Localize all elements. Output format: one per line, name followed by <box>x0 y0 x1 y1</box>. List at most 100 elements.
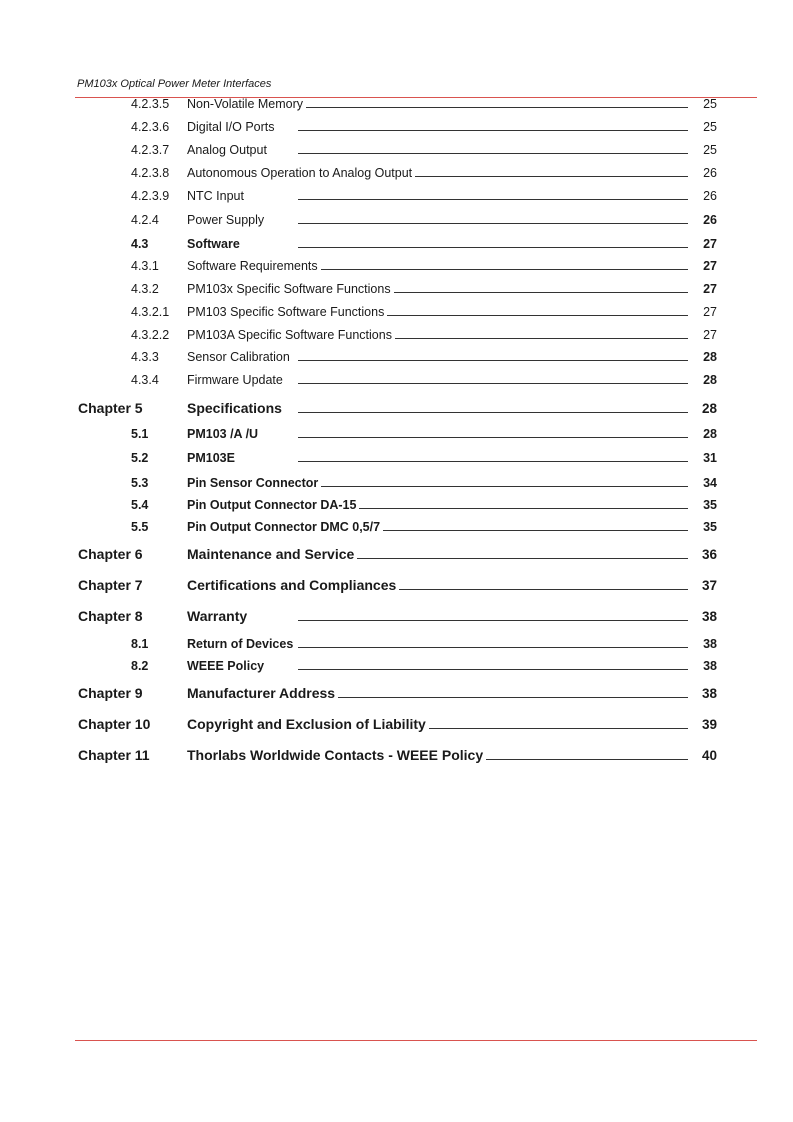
toc-entry-page[interactable]: 28 <box>703 350 717 364</box>
toc-entry-page[interactable]: 38 <box>701 686 717 701</box>
leader-line <box>357 558 688 559</box>
toc-entry-page[interactable]: 35 <box>703 498 717 512</box>
toc-entry[interactable]: 5.3 Pin Sensor Connector 34 <box>0 474 793 492</box>
leader-line <box>298 461 688 462</box>
toc-entry-page[interactable]: 38 <box>703 637 717 651</box>
toc-entry[interactable]: 4.2.3.5 Non-Volatile Memory 25 <box>0 95 793 113</box>
toc-entry-body: PM103x Specific Software Functions <box>187 282 688 296</box>
toc-entry-title[interactable]: Firmware Update <box>187 373 283 387</box>
toc-entry-title[interactable]: Thorlabs Worldwide Contacts - WEEE Polic… <box>187 747 484 763</box>
leader-line <box>428 728 688 729</box>
toc-entry[interactable]: 4.3.2.2 PM103A Specific Software Functio… <box>0 326 793 344</box>
toc-entry-page[interactable]: 38 <box>701 609 717 624</box>
toc-entry-title[interactable]: Pin Output Connector DMC 0,5/7 <box>187 520 381 534</box>
toc-entry-page[interactable]: 28 <box>703 427 717 441</box>
toc-entry-title[interactable]: Copyright and Exclusion of Liability <box>187 716 426 732</box>
toc-entry[interactable]: 4.3.2.1 PM103 Specific Software Function… <box>0 303 793 321</box>
toc-entry[interactable]: 4.2.3.8 Autonomous Operation to Analog O… <box>0 164 793 182</box>
toc-entry-page[interactable]: 28 <box>703 373 717 387</box>
toc-entry[interactable]: 5.5 Pin Output Connector DMC 0,5/7 35 <box>0 518 793 536</box>
toc-entry-title[interactable]: PM103A Specific Software Functions <box>187 328 392 342</box>
toc-entry-page[interactable]: 27 <box>703 305 717 319</box>
toc-entry-page[interactable]: 31 <box>703 451 717 465</box>
toc-entry-title[interactable]: Pin Sensor Connector <box>187 476 319 490</box>
toc-entry-title[interactable]: Certifications and Compliances <box>187 577 397 593</box>
toc-entry-page[interactable]: 25 <box>703 97 717 111</box>
toc-entry-title[interactable]: PM103 /A /U <box>187 427 259 441</box>
toc-entry-page[interactable]: 37 <box>701 578 717 593</box>
toc-entry-page[interactable]: 38 <box>703 659 717 673</box>
toc-entry-title[interactable]: Return of Devices <box>187 637 294 651</box>
toc-entry[interactable]: 4.2.3.9 NTC Input 26 <box>0 187 793 205</box>
toc-entry-page[interactable]: 28 <box>701 401 717 416</box>
toc-entry[interactable]: 8.1 Return of Devices 38 <box>0 635 793 653</box>
toc-entry[interactable]: 5.1 PM103 /A /U 28 <box>0 425 793 443</box>
toc-entry-title[interactable]: Warranty <box>187 608 248 624</box>
toc-entry-body: Pin Output Connector DMC 0,5/7 <box>187 520 688 534</box>
toc-entry[interactable]: 5.2 PM103E 31 <box>0 449 793 467</box>
toc-entry-body: Power Supply <box>187 213 688 227</box>
toc-entry-title[interactable]: Digital I/O Ports <box>187 120 275 134</box>
toc-entry[interactable]: 4.3 Software 27 <box>0 235 793 253</box>
toc-entry-page[interactable]: 27 <box>703 328 717 342</box>
toc-entry-title[interactable]: Analog Output <box>187 143 267 157</box>
toc-entry[interactable]: Chapter 6 Maintenance and Service 36 <box>0 546 793 564</box>
toc-entry[interactable]: 5.4 Pin Output Connector DA-15 35 <box>0 496 793 514</box>
toc-entry-title[interactable]: PM103E <box>187 451 235 465</box>
leader-line <box>320 269 688 270</box>
toc-entry-title[interactable]: Pin Output Connector DA-15 <box>187 498 357 512</box>
toc-entry-title[interactable]: Software Requirements <box>187 259 318 273</box>
toc-entry-title[interactable]: Autonomous Operation to Analog Output <box>187 166 413 180</box>
toc-entry[interactable]: 4.3.3 Sensor Calibration 28 <box>0 348 793 366</box>
toc-entry[interactable]: Chapter 5 Specifications 28 <box>0 400 793 418</box>
toc-entry-number: 5.4 <box>131 498 149 512</box>
toc-entry[interactable]: 8.2 WEEE Policy 38 <box>0 657 793 675</box>
toc-entry-title[interactable]: Specifications <box>187 400 282 416</box>
toc-entry[interactable]: 4.2.4 Power Supply 26 <box>0 211 793 229</box>
toc-entry-body: Non-Volatile Memory <box>187 97 688 111</box>
toc-entry-page[interactable]: 25 <box>703 143 717 157</box>
toc-entry[interactable]: Chapter 10 Copyright and Exclusion of Li… <box>0 716 793 734</box>
toc-entry-body: Autonomous Operation to Analog Output <box>187 166 688 180</box>
toc-entry[interactable]: Chapter 7 Certifications and Compliances… <box>0 577 793 595</box>
toc-entry-title[interactable]: NTC Input <box>187 189 244 203</box>
toc-entry-page[interactable]: 40 <box>701 748 717 763</box>
toc-entry-number: 4.3.2 <box>131 282 159 296</box>
toc-entry-page[interactable]: 39 <box>701 717 717 732</box>
toc-entry-page[interactable]: 27 <box>703 282 717 296</box>
toc-entry-title[interactable]: Manufacturer Address <box>187 685 336 701</box>
toc-entry[interactable]: 4.2.3.7 Analog Output 25 <box>0 141 793 159</box>
toc-entry[interactable]: Chapter 8 Warranty 38 <box>0 608 793 626</box>
toc-entry[interactable]: 4.3.2 PM103x Specific Software Functions… <box>0 280 793 298</box>
toc-entry-title[interactable]: Maintenance and Service <box>187 546 355 562</box>
toc-entry-page[interactable]: 34 <box>703 476 717 490</box>
toc-entry-title[interactable]: WEEE Policy <box>187 659 265 673</box>
toc-entry-title[interactable]: Power Supply <box>187 213 265 227</box>
toc-entry-title[interactable]: PM103 Specific Software Functions <box>187 305 385 319</box>
toc-entry-page[interactable]: 26 <box>703 213 717 227</box>
leader-line <box>298 223 688 224</box>
toc-entry-title[interactable]: Non-Volatile Memory <box>187 97 304 111</box>
toc-entry-title[interactable]: PM103x Specific Software Functions <box>187 282 391 296</box>
toc-entry-body: Software <box>187 237 688 251</box>
toc-entry-body: Sensor Calibration <box>187 350 688 364</box>
toc-entry-page[interactable]: 27 <box>703 237 717 251</box>
toc-entry-page[interactable]: 27 <box>703 259 717 273</box>
toc-entry[interactable]: 4.3.4 Firmware Update 28 <box>0 371 793 389</box>
toc-entry-page[interactable]: 25 <box>703 120 717 134</box>
toc-entry[interactable]: Chapter 11 Thorlabs Worldwide Contacts -… <box>0 747 793 765</box>
toc-entry-page[interactable]: 36 <box>701 547 717 562</box>
toc-entry[interactable]: 4.2.3.6 Digital I/O Ports 25 <box>0 118 793 136</box>
toc-entry-page[interactable]: 26 <box>703 189 717 203</box>
toc-entry-body: PM103 /A /U <box>187 427 688 441</box>
toc-entry-title[interactable]: Software <box>187 237 240 251</box>
toc-entry-page[interactable]: 35 <box>703 520 717 534</box>
toc-entry-number: Chapter 6 <box>78 546 143 562</box>
toc-entry-title[interactable]: Sensor Calibration <box>187 350 290 364</box>
toc-entry-number: Chapter 7 <box>78 577 143 593</box>
toc-entry-number: 5.1 <box>131 427 149 441</box>
toc-entry-page[interactable]: 26 <box>703 166 717 180</box>
toc-entry-number: 4.2.4 <box>131 213 159 227</box>
toc-entry[interactable]: 4.3.1 Software Requirements 27 <box>0 257 793 275</box>
toc-entry[interactable]: Chapter 9 Manufacturer Address 38 <box>0 685 793 703</box>
